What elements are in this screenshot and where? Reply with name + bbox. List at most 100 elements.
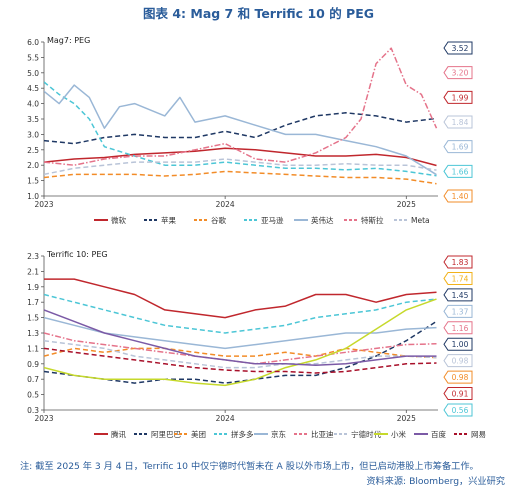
figure-title: 图表 4: Mag 7 和 Terrific 10 的 PEG [142, 6, 375, 21]
end-value-text: 1.40 [452, 192, 469, 201]
end-value-text: 1.83 [452, 258, 469, 267]
end-value-label: 3.52 [443, 41, 473, 55]
legend-label: 英伟达 [311, 215, 334, 225]
y-tick-label: 1.5 [27, 314, 39, 323]
legend-item: Meta [394, 216, 430, 225]
end-value-box [443, 354, 473, 368]
y-tick-label: 0.7 [27, 375, 39, 384]
legend-item: 谷歌 [194, 215, 226, 225]
series-line [44, 339, 437, 369]
end-value-text: 1.16 [452, 324, 469, 333]
y-tick-label: 1.3 [27, 329, 39, 338]
end-value-label: 1.83 [443, 255, 473, 269]
chart-title: Mag7: PEG [47, 36, 90, 45]
end-value-text: 0.56 [452, 406, 469, 415]
y-tick-label: 3.5 [27, 115, 39, 124]
legend-label: Meta [411, 216, 430, 225]
end-value-box [443, 271, 473, 285]
footnote: 注: 截至 2025 年 3 月 4 日，Terrific 10 中仅宁德时代暂… [20, 461, 479, 472]
y-tick-label: 0.5 [27, 391, 39, 400]
end-value-text: 1.69 [452, 143, 469, 152]
end-value-box [443, 288, 473, 302]
legend-item: 百度 [414, 429, 446, 439]
legend-label: 美团 [191, 429, 206, 439]
end-value-text: 0.98 [452, 373, 469, 382]
legend-item: 美团 [174, 429, 206, 439]
end-value-box [443, 41, 473, 55]
y-tick-label: 1.0 [27, 192, 39, 201]
series-line [44, 298, 437, 387]
legend-item: 小米 [374, 429, 406, 439]
end-value-label: 1.37 [443, 304, 473, 318]
end-value-text: 0.91 [452, 390, 469, 399]
y-tick-label: 0.9 [27, 360, 39, 369]
legend-label: 微软 [111, 215, 126, 225]
end-value-text: 1.74 [452, 274, 469, 283]
legend-label: 谷歌 [211, 215, 226, 225]
legend-label: 亚马逊 [261, 215, 284, 225]
legend-item: 网易 [454, 430, 486, 439]
legend-label: 腾讯 [111, 429, 126, 439]
series-line [44, 347, 437, 359]
series-line [44, 170, 437, 185]
end-value-text: 3.52 [452, 44, 469, 53]
y-tick-label: 2.5 [27, 146, 39, 155]
series-line [44, 293, 437, 334]
end-value-text: 1.37 [452, 307, 469, 316]
legend-item: 腾讯 [94, 429, 126, 439]
legend-label: 特斯拉 [361, 215, 384, 225]
y-tick-label: 1.7 [27, 298, 39, 307]
end-value-label: 0.98 [443, 354, 473, 368]
legend-label: 比亚迪 [311, 429, 334, 439]
legend-item: 比亚迪 [294, 429, 334, 439]
end-value-text: 1.00 [452, 340, 469, 349]
end-value-box [443, 189, 473, 203]
chart-terrific10: 0.3 0.5 0.7 0.9 1.1 1.3 1.5 1.7 1.9 2.1 2.3 2023 202… [27, 250, 486, 439]
y-tick-label: 2.1 [27, 267, 39, 276]
y-tick-label: 2.0 [27, 161, 39, 170]
legend-label: 百度 [431, 429, 446, 439]
series-line [44, 147, 437, 167]
x-tick-label: 2025 [397, 414, 416, 423]
end-value-box [443, 140, 473, 154]
end-value-label: 1.00 [443, 337, 473, 351]
legend-label: 宁德时代 [351, 429, 381, 439]
end-value-box [443, 304, 473, 318]
end-value-label: 1.66 [443, 164, 473, 178]
end-value-text: 0.98 [452, 357, 469, 366]
end-value-label: 1.99 [443, 90, 473, 104]
series-line [44, 347, 437, 374]
end-value-text: 1.66 [452, 167, 469, 176]
end-value-label: 0.98 [443, 370, 473, 384]
chart-mag7: 1.0 1.5 2.0 2.5 3.0 3.5 4.0 4.5 5.0 5.5 6.0 2023 202… [27, 36, 473, 225]
x-tick-label: 2024 [216, 414, 235, 423]
y-tick-label: 3.0 [27, 130, 39, 139]
end-value-box [443, 403, 473, 417]
end-value-box [443, 321, 473, 335]
end-value-text: 3.20 [452, 69, 469, 78]
legend-label: 京东 [271, 429, 286, 439]
end-value-label: 1.40 [443, 189, 473, 203]
end-value-box [443, 164, 473, 178]
y-tick-label: 5.0 [27, 69, 39, 78]
legend-item: 微软 [94, 215, 126, 225]
source-note: 资料来源: Bloomberg，兴业研究 [366, 476, 505, 487]
chart-title: Terrific 10: PEG [46, 250, 108, 259]
y-tick-label: 2.3 [27, 252, 39, 261]
y-tick-label: 1.1 [27, 344, 39, 353]
end-value-label: 0.56 [443, 403, 473, 417]
end-value-box [443, 255, 473, 269]
series-line [44, 158, 437, 176]
legend-item: 英伟达 [294, 215, 334, 225]
legend-item: 京东 [254, 429, 286, 439]
x-tick-label: 2023 [34, 414, 53, 423]
legend-label: 阿里巴巴 [151, 430, 181, 439]
y-tick-label: 4.5 [27, 84, 39, 93]
series-line [44, 81, 437, 177]
end-value-box [443, 90, 473, 104]
x-tick-label: 2023 [34, 200, 53, 209]
end-value-box [443, 66, 473, 80]
series-line [44, 47, 438, 166]
